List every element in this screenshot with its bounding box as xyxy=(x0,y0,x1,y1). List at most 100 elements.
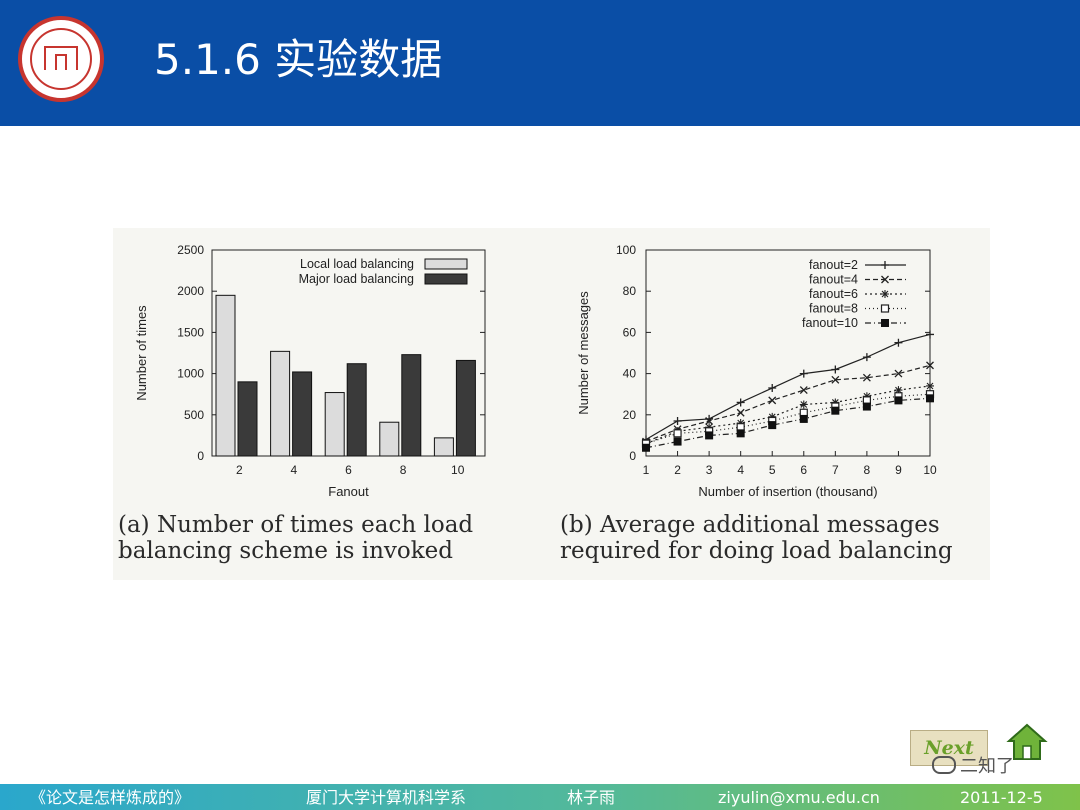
bar-local xyxy=(215,294,236,457)
bar-major xyxy=(237,381,258,457)
data-point xyxy=(736,429,745,438)
x-tick-label: 3 xyxy=(706,463,713,477)
series-line-fanout-2 xyxy=(645,333,931,441)
x-tick-label: 2 xyxy=(236,463,243,477)
y-tick-label: 20 xyxy=(623,408,637,422)
x-axis-label: Number of insertion (thousand) xyxy=(698,484,877,499)
slide-header: 5.1.6 实验数据 xyxy=(0,0,1080,126)
data-point xyxy=(926,361,934,370)
x-axis-label: Fanout xyxy=(328,484,369,499)
series-line-fanout-6 xyxy=(645,385,931,445)
footer-email: ziyulin@xmu.edu.cn xyxy=(718,788,880,807)
data-point xyxy=(862,402,871,411)
x-tick-label: 7 xyxy=(832,463,839,477)
series-line-fanout-10 xyxy=(645,397,931,449)
bar-local xyxy=(433,437,454,457)
y-tick-label: 500 xyxy=(184,408,204,422)
bar-major xyxy=(346,363,367,457)
data-point xyxy=(894,338,903,347)
data-point xyxy=(736,408,745,417)
data-point xyxy=(894,369,903,378)
data-point xyxy=(673,429,682,438)
footer-author: 林子雨 xyxy=(567,788,616,807)
x-tick-label: 10 xyxy=(923,463,937,477)
data-point xyxy=(926,330,934,339)
data-point xyxy=(642,443,650,452)
data-point xyxy=(862,353,871,362)
plot-frame xyxy=(645,249,931,457)
home-icon[interactable] xyxy=(1006,722,1048,762)
watermark: 二知了 xyxy=(932,752,1014,778)
x-tick-label: 8 xyxy=(864,463,871,477)
data-point xyxy=(768,412,777,421)
data-point xyxy=(799,369,808,378)
x-tick-label: 9 xyxy=(895,463,902,477)
x-tick-label: 8 xyxy=(400,463,407,477)
legend-label: Local load balancing xyxy=(300,257,414,271)
legend-marker xyxy=(881,290,889,298)
x-tick-label: 6 xyxy=(800,463,807,477)
legend-label: fanout=2 xyxy=(809,258,858,272)
legend-label: fanout=8 xyxy=(809,302,858,316)
data-point xyxy=(705,431,714,440)
data-point xyxy=(673,416,682,425)
data-point xyxy=(705,423,714,432)
caption-b-line2: required for doing load balancing xyxy=(560,538,953,564)
y-tick-label: 2000 xyxy=(177,284,204,298)
university-seal-icon xyxy=(18,16,104,102)
y-axis-label: Number of messages xyxy=(576,291,591,415)
x-tick-label: 4 xyxy=(737,463,744,477)
chart-a-bar: 0 500 1000 1500 2000 2500 2 4 6 8 10 Fanout Number o… xyxy=(134,243,486,499)
legend-label: Major load balancing xyxy=(299,272,414,286)
data-point xyxy=(894,396,903,405)
caption-a-line2: balancing scheme is invoked xyxy=(118,538,453,564)
y-tick-label: 80 xyxy=(623,284,637,298)
data-point xyxy=(862,392,871,401)
slide-title: 5.1.6 实验数据 xyxy=(154,35,443,84)
y-tick-label: 60 xyxy=(623,325,637,339)
caption-a-line1: (a) Number of times each load xyxy=(118,512,474,538)
data-point xyxy=(705,417,714,425)
series-line-fanout-4 xyxy=(645,364,931,443)
bar-major xyxy=(455,359,476,457)
y-tick-label: 1500 xyxy=(177,325,204,339)
y-axis-label: Number of times xyxy=(134,305,149,401)
y-tick-label: 1000 xyxy=(177,367,204,381)
x-tick-label: 4 xyxy=(291,463,298,477)
data-point xyxy=(926,381,934,390)
data-point xyxy=(862,373,871,382)
data-point xyxy=(736,419,745,428)
bar-major xyxy=(401,354,422,457)
chart-b-line: 0 20 40 60 80 100 1 2 3 4 5 6 7 8 9 10 Number of inserti… xyxy=(576,243,937,499)
x-tick-label: 5 xyxy=(769,463,776,477)
bar-local xyxy=(324,392,345,457)
legend-marker xyxy=(881,261,889,269)
figure-panel xyxy=(113,228,990,580)
data-point xyxy=(894,386,903,395)
data-point xyxy=(736,398,745,407)
y-tick-label: 100 xyxy=(616,243,636,257)
bar-local xyxy=(270,350,291,457)
footer-dept: 厦门大学计算机科学系 xyxy=(306,788,467,807)
data-point xyxy=(831,406,840,415)
data-point xyxy=(926,394,934,403)
legend-marker xyxy=(880,304,890,313)
y-tick-label: 0 xyxy=(629,449,636,463)
bar-major xyxy=(292,371,313,457)
legend-marker xyxy=(881,319,889,327)
data-point xyxy=(799,400,808,409)
x-tick-label: 10 xyxy=(451,463,465,477)
data-point xyxy=(831,398,840,407)
legend-swatch xyxy=(424,273,468,285)
legend-label: fanout=10 xyxy=(802,316,858,330)
bar-local xyxy=(379,421,400,457)
x-tick-label: 2 xyxy=(674,463,681,477)
data-point xyxy=(768,384,777,393)
footer-book: 《论文是怎样炼成的》 xyxy=(30,788,191,807)
footer-date: 2011-12-5 xyxy=(960,788,1043,807)
data-point xyxy=(768,421,777,430)
legend-marker xyxy=(881,275,889,284)
y-tick-label: 0 xyxy=(197,449,204,463)
series-line-fanout-8 xyxy=(645,393,931,445)
data-point xyxy=(799,386,808,395)
